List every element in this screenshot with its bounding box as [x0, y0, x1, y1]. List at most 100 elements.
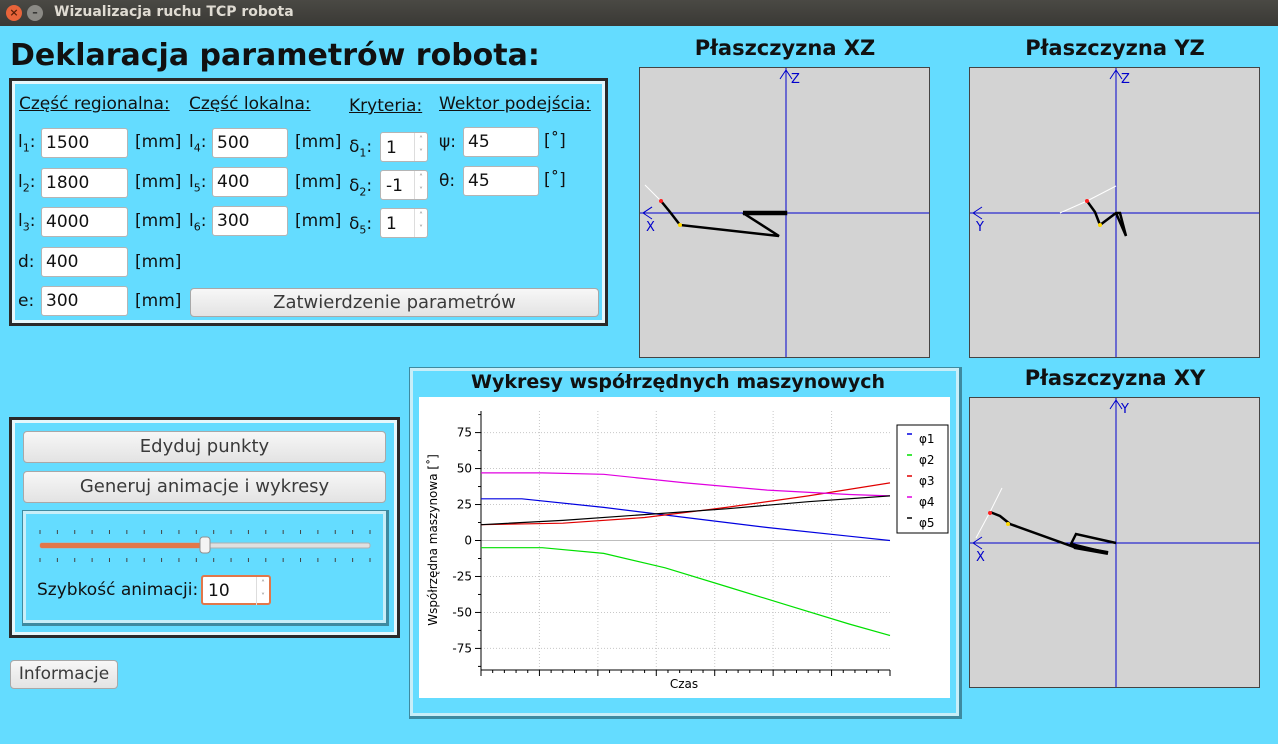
chart-title: Wykresy współrzędnych maszynowych: [470, 371, 886, 393]
label-l4: l4:: [189, 132, 207, 155]
theta-input[interactable]: 45: [463, 166, 539, 196]
chart-ytick-label: 50: [457, 462, 472, 476]
series-line-2: [481, 547, 891, 637]
psi-input[interactable]: 45: [463, 127, 539, 157]
unit-theta: [˚]: [544, 170, 566, 190]
window-titlebar: × – Wizualizacja ruchu TCP robota: [0, 0, 1278, 26]
edit-points-button[interactable]: Edyduj punkty: [23, 431, 386, 463]
label-l6: l6:: [189, 211, 207, 234]
delta5-spinbox[interactable]: 1 ˄ ˅: [380, 208, 428, 238]
generate-animation-button[interactable]: Generuj animacje i wykresy: [23, 471, 386, 503]
plane-yz-view[interactable]: Y Z: [969, 67, 1260, 358]
label-delta2: δ2:: [349, 176, 373, 199]
legend-entry: φ5: [919, 516, 935, 530]
l2-input[interactable]: 1800: [41, 168, 128, 198]
plane-yz-title: Płaszczyzna YZ: [1025, 36, 1205, 60]
label-l3: l3:: [18, 211, 36, 234]
axis-y-label: Y: [1120, 402, 1129, 417]
spin-arrows-icon[interactable]: ˄ ˅: [414, 209, 427, 237]
label-e: e:: [18, 291, 35, 311]
l4-input[interactable]: 500: [212, 128, 288, 158]
plane-xz-canvas: X Z: [640, 68, 929, 357]
chart-panel: [410, 368, 959, 716]
unit-l4: [mm]: [295, 132, 342, 152]
label-delta1: δ1:: [349, 137, 373, 160]
unit-l2: [mm]: [135, 172, 182, 192]
label-d: d:: [18, 252, 35, 272]
close-window-icon[interactable]: ×: [6, 5, 22, 21]
unit-e: [mm]: [135, 291, 182, 311]
chart-ytick-label: 75: [457, 426, 472, 440]
animation-slider[interactable]: [36, 524, 376, 564]
chart-ytick-label: 0: [464, 534, 472, 548]
axis-x-label: X: [646, 220, 655, 235]
d-input[interactable]: 400: [41, 247, 128, 277]
slider-handle[interactable]: [199, 536, 211, 554]
unit-l1: [mm]: [135, 132, 182, 152]
label-theta: θ:: [439, 171, 456, 191]
axis-y-label: Y: [975, 220, 984, 235]
unit-l6: [mm]: [295, 211, 342, 231]
plane-xy-title: Płaszczyzna XY: [1024, 366, 1206, 390]
series-line-1: [481, 498, 891, 542]
label-l2: l2:: [18, 172, 36, 195]
params-heading: Deklaracja parametrów robota:: [10, 38, 540, 73]
info-button[interactable]: Informacje: [10, 660, 118, 689]
confirm-params-button[interactable]: Zatwierdzenie parametrów: [190, 288, 599, 317]
axis-x-label: X: [976, 550, 985, 565]
series-line-4: [481, 472, 891, 497]
plane-xy-view[interactable]: X Y: [969, 397, 1260, 688]
window-title: Wizualizacja ruchu TCP robota: [54, 4, 294, 20]
plane-yz-canvas: Y Z: [970, 68, 1259, 357]
slider-fill: [40, 543, 205, 548]
axis-z-label: Z: [1121, 72, 1130, 87]
chart-ytick-label: -25: [452, 569, 472, 583]
unit-l5: [mm]: [295, 172, 342, 192]
spin-arrows-icon[interactable]: ˄ ˅: [256, 577, 269, 605]
slider-ticks: [39, 530, 371, 562]
label-delta5: δ5:: [349, 214, 373, 237]
header-approach: Wektor podejścia:: [439, 94, 591, 114]
l1-input[interactable]: 1500: [41, 128, 128, 158]
chart-xlabel: Czas: [670, 677, 698, 691]
animation-speed-panel: [23, 511, 386, 623]
chart-area: 75 50 25 0 -25 -50 -75 φ1 φ2 φ3 φ4 φ5 Czas Współrz…: [419, 397, 950, 698]
delta2-spinbox[interactable]: -1 ˄ ˅: [380, 170, 428, 200]
spin-arrows-icon[interactable]: ˄ ˅: [414, 171, 427, 199]
params-panel: [9, 78, 608, 326]
legend-entry: φ3: [919, 474, 935, 488]
l3-input[interactable]: 4000: [41, 207, 128, 237]
header-criteria: Kryteria:: [349, 96, 423, 116]
minimize-window-icon[interactable]: –: [27, 5, 43, 21]
legend-entry: φ2: [919, 453, 935, 467]
axis-z-label: Z: [791, 72, 800, 87]
chart-legend: [896, 424, 949, 534]
legend-entry: φ1: [919, 432, 935, 446]
unit-l3: [mm]: [135, 211, 182, 231]
label-l1: l1:: [18, 132, 36, 155]
unit-psi: [˚]: [544, 131, 566, 151]
header-regional: Część regionalna:: [19, 94, 170, 114]
l6-input[interactable]: 300: [212, 206, 288, 236]
legend-entry: φ4: [919, 495, 935, 509]
unit-d: [mm]: [135, 252, 182, 272]
header-local: Część lokalna:: [189, 94, 311, 114]
delta1-spinbox[interactable]: 1 ˄ ˅: [380, 132, 428, 162]
plane-xz-view[interactable]: X Z: [639, 67, 930, 358]
spin-arrows-icon[interactable]: ˄ ˅: [414, 133, 427, 161]
series-line-5: [480, 495, 891, 526]
speed-label: Szybkość animacji:: [37, 580, 199, 600]
chart-ylabel: Współrzędna maszynowa [˚]: [425, 454, 440, 625]
e-input[interactable]: 300: [41, 286, 128, 316]
plane-xy-canvas: X Y: [970, 398, 1259, 687]
series-line-3: [480, 482, 891, 526]
chart-ytick-label: 25: [457, 498, 472, 512]
controls-panel: [9, 417, 400, 638]
machine-coordinates-chart: 75 50 25 0 -25 -50 -75 φ1 φ2 φ3 φ4 φ5 Czas Współrz…: [425, 411, 949, 691]
label-psi: ψ:: [439, 132, 456, 152]
label-l5: l5:: [189, 172, 207, 195]
plane-xz-title: Płaszczyzna XZ: [694, 36, 876, 60]
speed-spinbox[interactable]: 10 ˄ ˅: [201, 575, 271, 605]
chart-ytick-label: -75: [452, 641, 472, 655]
l5-input[interactable]: 400: [212, 167, 288, 197]
